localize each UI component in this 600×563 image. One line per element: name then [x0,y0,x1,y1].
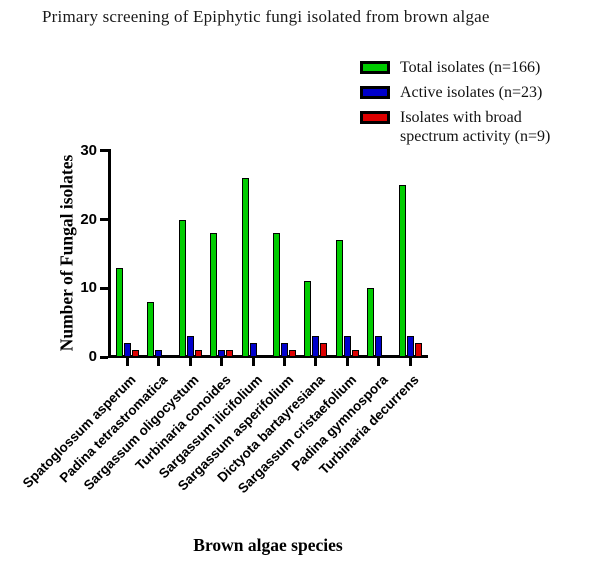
bar-total [147,302,155,357]
x-axis-tick [314,358,318,366]
bar-total [367,288,375,357]
legend-swatch-total-icon [360,61,390,74]
bar-broad-spectrum [226,350,234,357]
y-axis-tick [100,286,108,290]
y-tick-label: 30 [80,141,97,159]
bar-active [406,336,414,357]
bar-total [241,178,249,357]
y-tick-label: 20 [80,210,97,228]
bar-total [116,268,123,357]
bar-total [178,220,186,357]
bar-active [124,343,131,357]
x-axis-tick [408,358,412,366]
y-axis-tick [100,218,108,222]
bar-broad-spectrum [351,350,359,357]
bar-active [155,350,163,357]
y-axis-tick [100,149,108,153]
legend-label-total: Total isolates (n=166) [400,59,541,76]
bar-active [186,336,194,357]
legend-label-broad-spectrum: Isolates with broad spectrum activity (n… [400,109,551,145]
x-axis-tick [377,358,381,366]
bar-broad-spectrum [194,350,202,357]
x-axis-tick [157,358,161,366]
bar-broad-spectrum [132,350,139,357]
x-axis-line [108,355,428,358]
y-axis-title: Number of Fungal isolates [56,154,77,352]
legend-swatch-broad-spectrum-icon [360,111,390,124]
bar-total [210,233,218,357]
bar-active [375,336,383,357]
bar-active [249,343,257,357]
bar-total [273,233,280,357]
y-tick-label: 0 [88,348,97,365]
legend-swatch-active-icon [360,86,390,99]
bar-total [398,185,406,357]
bar-active [312,336,320,357]
x-axis-tick [188,358,192,366]
legend-label-active: Active isolates (n=23) [400,84,543,101]
bar-active [281,343,288,357]
legend-item-total: Total isolates (n=166) [360,58,580,77]
bar-total [335,240,343,357]
bar-broad-spectrum [320,343,328,357]
x-axis-tick [126,358,129,366]
bar-active [218,350,226,357]
chart-title: Primary screening of Epiphytic fungi iso… [42,7,490,26]
legend-item-broad-spectrum: Isolates with broad spectrum activity (n… [360,108,580,146]
bar-broad-spectrum [414,343,422,357]
legend-item-active: Active isolates (n=23) [360,83,580,102]
bar-broad-spectrum [289,350,296,357]
legend: Total isolates (n=166) Active isolates (… [360,58,580,152]
y-axis-tick [100,355,108,359]
bar-total [304,281,312,357]
x-axis-tick [251,358,255,366]
x-axis-tick [345,358,349,366]
x-axis-tick [220,358,224,366]
bar-active [343,336,351,357]
x-axis-title: Brown algae species [193,535,343,555]
y-tick-label: 10 [80,279,97,297]
y-axis-line [108,149,111,358]
x-axis-tick [283,358,286,366]
